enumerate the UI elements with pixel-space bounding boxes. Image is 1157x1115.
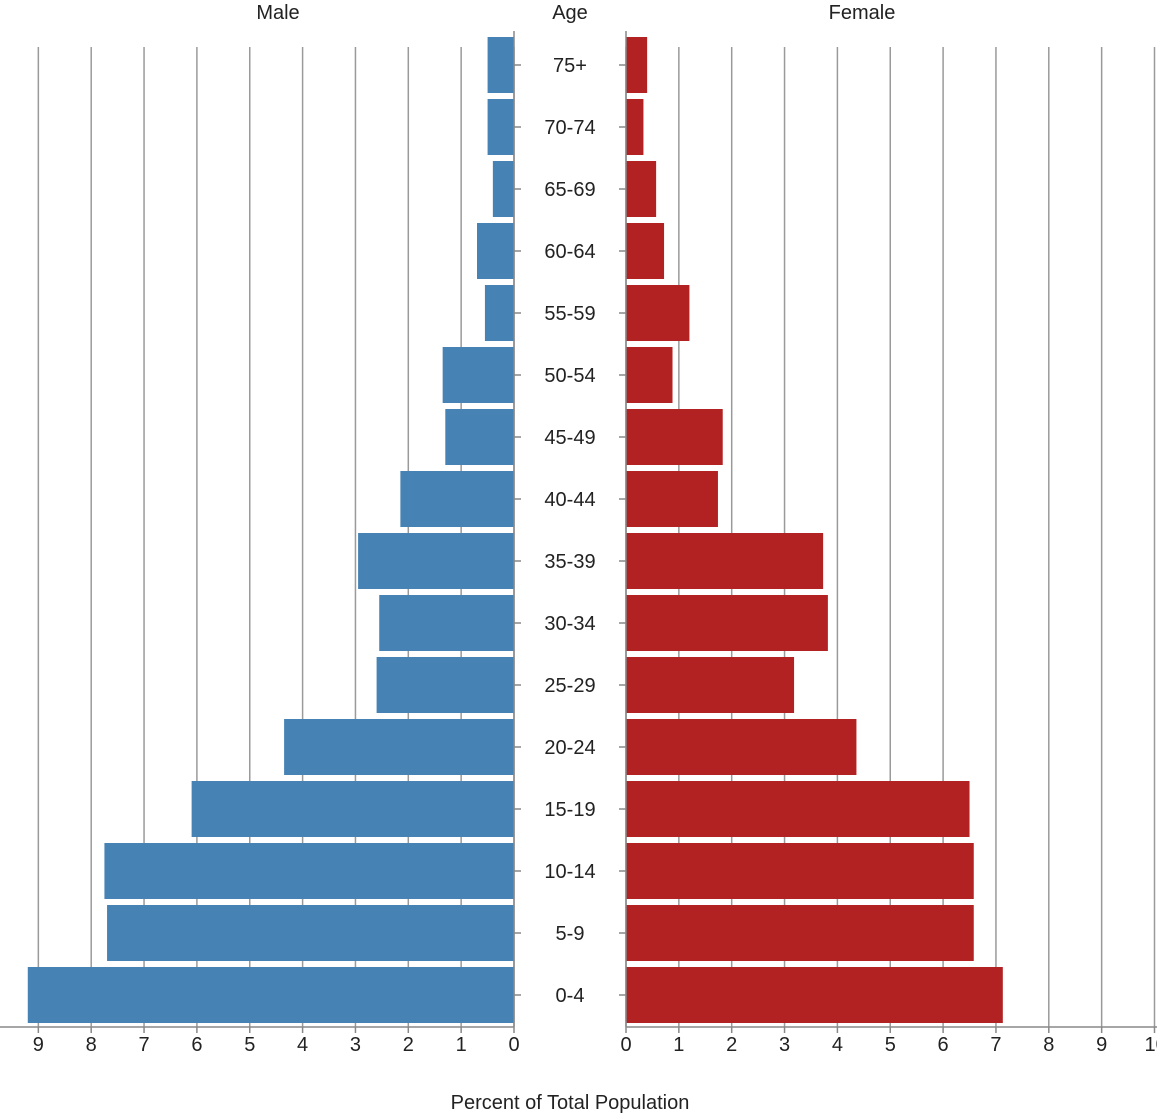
male-tick-label: 5 [244,1034,255,1056]
age-header: Age [552,2,588,24]
male-bar [284,719,514,775]
male-bar [379,595,514,651]
female-bar [626,37,648,93]
female-bar [626,99,644,155]
male-x-axis: 9 8 7 6 5 4 3 2 1 0 [0,31,521,1056]
female-tick-label: 5 [885,1034,896,1056]
female-tick-label: 1 [673,1034,684,1056]
male-bar [358,533,514,589]
female-bar [626,781,970,837]
male-bar [445,409,514,465]
age-label: 20-24 [544,737,595,759]
male-bar [27,967,515,1023]
male-tick-label: 2 [403,1034,414,1056]
age-label: 45-49 [544,427,595,449]
female-bar [626,285,690,341]
female-bar [626,967,1003,1023]
male-bar [487,99,514,155]
age-label: 40-44 [544,489,595,511]
age-label: 55-59 [544,303,595,325]
female-bars [626,37,1003,1023]
male-tick-label: 8 [86,1034,97,1056]
age-labels: 75+ 70-74 65-69 60-64 55-59 50-54 45-49 40-44 35… [544,55,595,1007]
male-bar [376,657,514,713]
age-label: 5-9 [556,923,585,945]
female-tick-label: 3 [779,1034,790,1056]
female-tick-label: 9 [1096,1034,1107,1056]
female-bar [626,595,828,651]
age-label: 0-4 [556,985,585,1007]
male-bar [484,285,514,341]
age-label: 25-29 [544,675,595,697]
male-tick-label: 0 [508,1034,519,1056]
male-bar [442,347,514,403]
age-label: 60-64 [544,241,595,263]
age-label: 70-74 [544,117,595,139]
female-bar [626,905,974,961]
male-bar [107,905,515,961]
female-bar [626,471,718,527]
male-bars [27,37,515,1023]
female-bar [626,347,673,403]
age-label: 30-34 [544,613,595,635]
age-label: 50-54 [544,365,595,387]
female-bar [626,533,824,589]
x-axis-title: Percent of Total Population [451,1092,690,1114]
female-tick-label: 8 [1043,1034,1054,1056]
female-x-axis: 0 1 2 3 4 5 6 7 8 9 10 [619,31,1157,1056]
male-header: Male [256,2,299,24]
male-tick-label: 3 [350,1034,361,1056]
male-bar [487,37,514,93]
male-tick-label: 1 [456,1034,467,1056]
age-label: 15-19 [544,799,595,821]
female-tick-label: 2 [726,1034,737,1056]
age-label: 65-69 [544,179,595,201]
male-tick-label: 7 [138,1034,149,1056]
female-bar [626,657,795,713]
age-label: 10-14 [544,861,595,883]
female-bar [626,409,723,465]
female-bar [626,843,974,899]
female-bar [626,223,665,279]
female-header: Female [829,2,896,24]
male-bar [191,781,515,837]
female-bar [626,161,657,217]
male-tick-label: 9 [33,1034,44,1056]
age-label: 35-39 [544,551,595,573]
female-tick-label: 6 [938,1034,949,1056]
male-tick-label: 6 [191,1034,202,1056]
female-tick-label: 10 [1145,1034,1157,1056]
male-bar [104,843,514,899]
female-tick-label: 0 [620,1034,631,1056]
female-tick-label: 7 [990,1034,1001,1056]
male-bar [492,161,514,217]
male-bar [477,223,514,279]
male-tick-label: 4 [297,1034,308,1056]
female-tick-label: 4 [832,1034,843,1056]
age-label: 75+ [553,55,587,77]
female-bar [626,719,857,775]
male-bar [400,471,514,527]
